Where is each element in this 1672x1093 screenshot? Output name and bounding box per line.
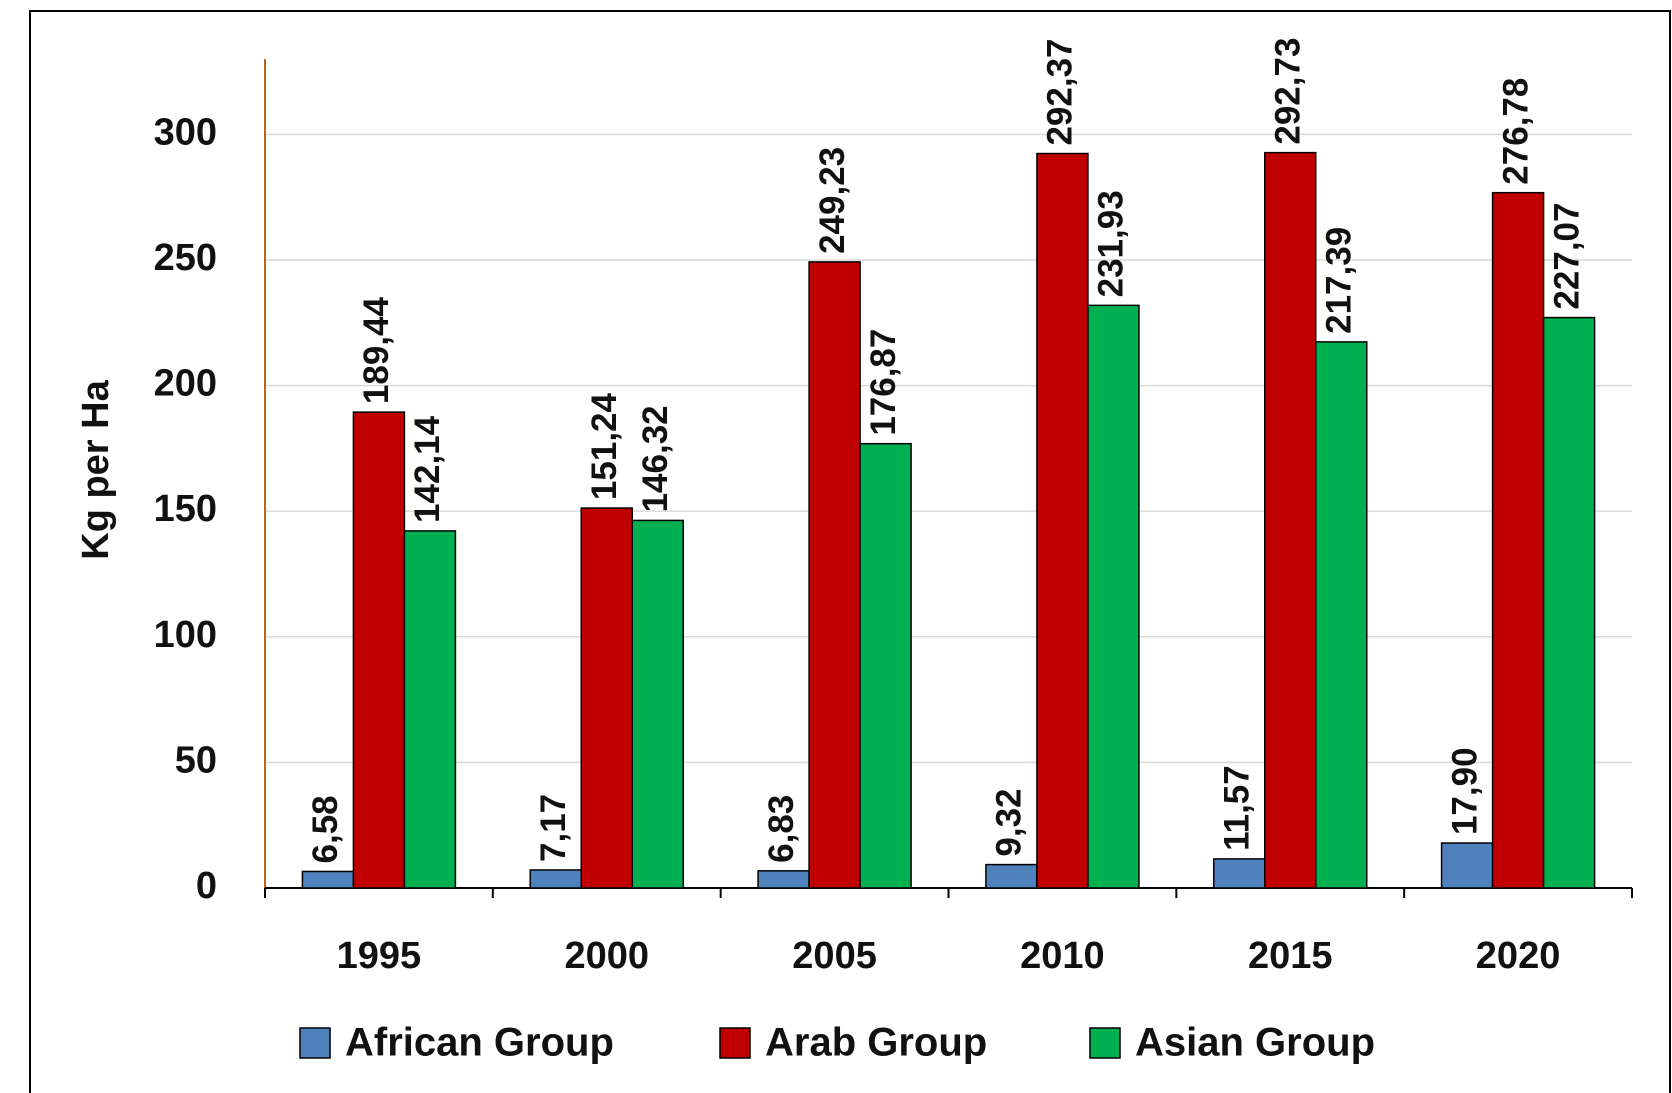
value-label: 176,87 — [864, 329, 903, 436]
bar — [859, 442, 912, 889]
value-label: 189,44 — [357, 297, 396, 405]
y-tick-label: 200 — [154, 363, 217, 405]
y-tick-label: 100 — [154, 614, 217, 656]
value-label: 146,32 — [636, 405, 675, 512]
y-tick-label: 300 — [154, 111, 217, 153]
x-tick-label: 2020 — [1476, 935, 1561, 977]
value-label: 6,58 — [306, 795, 345, 863]
bar — [1491, 191, 1545, 889]
value-label: 142,14 — [408, 415, 447, 523]
y-tick-label: 250 — [154, 237, 217, 279]
legend-label: Asian Group — [1135, 1021, 1375, 1065]
legend-label: African Group — [345, 1021, 614, 1065]
x-tick-label: 1995 — [337, 935, 422, 977]
chart-border — [29, 10, 1671, 1093]
bar — [1264, 151, 1317, 889]
value-label: 9,32 — [990, 788, 1029, 856]
bar — [1087, 304, 1140, 889]
y-axis-label: Kg per Ha — [75, 379, 117, 559]
value-label: 217,39 — [1320, 227, 1359, 334]
legend-swatch — [1089, 1027, 1121, 1059]
value-label: 292,37 — [1041, 38, 1080, 145]
legend-swatch — [719, 1027, 751, 1059]
legend-label: Arab Group — [765, 1021, 987, 1065]
legend-swatch — [299, 1027, 331, 1059]
bar — [529, 869, 582, 889]
x-tick-label: 2015 — [1248, 935, 1333, 977]
bar — [808, 261, 861, 889]
value-label: 227,07 — [1547, 203, 1586, 310]
bar — [301, 870, 355, 889]
bar — [1542, 316, 1596, 889]
value-label: 11,57 — [1218, 765, 1257, 851]
x-tick-label: 2010 — [1020, 935, 1105, 977]
x-tick-label: 2005 — [792, 935, 877, 977]
bar — [1036, 152, 1089, 889]
bar — [757, 870, 810, 889]
y-tick-label: 0 — [196, 865, 217, 907]
value-label: 6,83 — [762, 795, 801, 863]
y-tick-label: 150 — [154, 488, 217, 530]
bar — [985, 863, 1038, 889]
bar — [1213, 858, 1266, 889]
x-tick-label: 2000 — [564, 935, 649, 977]
bar — [1315, 341, 1368, 889]
value-label: 249,23 — [813, 147, 852, 254]
y-tick-label: 50 — [175, 739, 217, 781]
bar — [631, 519, 684, 889]
value-label: 7,17 — [534, 794, 573, 862]
bar — [403, 530, 457, 889]
bar — [352, 411, 406, 889]
bar — [580, 507, 633, 889]
value-label: 17,90 — [1445, 747, 1484, 835]
value-label: 231,93 — [1092, 190, 1131, 297]
value-label: 292,73 — [1269, 38, 1308, 145]
value-label: 276,78 — [1496, 78, 1535, 185]
value-label: 151,24 — [585, 392, 624, 500]
bar — [1440, 842, 1494, 889]
